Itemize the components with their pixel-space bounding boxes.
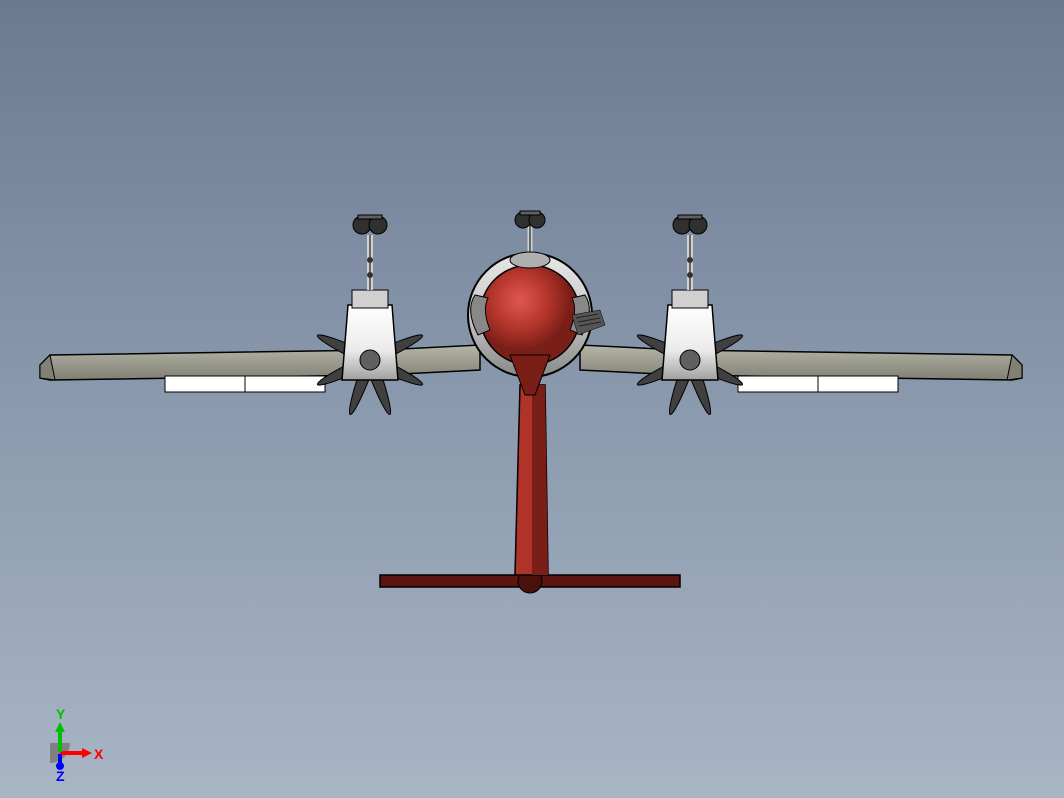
model-area[interactable]	[0, 0, 1064, 798]
cad-viewport[interactable]: X Y Z	[0, 0, 1064, 798]
right-engine	[635, 215, 745, 417]
view-triad[interactable]: X Y Z	[20, 708, 90, 778]
axis-y-arrow	[55, 722, 65, 732]
axis-y	[58, 730, 62, 752]
left-engine	[315, 215, 425, 417]
left-wing	[40, 345, 480, 380]
right-wing	[580, 345, 1022, 380]
axis-z-label: Z	[56, 768, 65, 784]
axis-y-label: Y	[56, 706, 65, 722]
axis-x-label: X	[94, 746, 103, 762]
axis-x-arrow	[82, 748, 92, 758]
axis-x	[60, 751, 84, 755]
aircraft-model[interactable]	[0, 0, 1064, 798]
